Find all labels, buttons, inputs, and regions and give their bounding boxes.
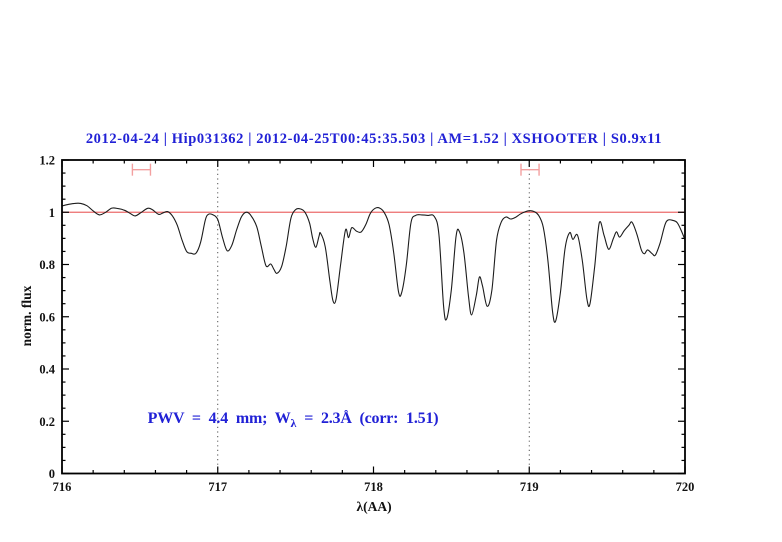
x-axis-label: λ(AA) — [356, 499, 392, 514]
x-tick-label: 717 — [208, 480, 227, 494]
plot-title: 2012-04-24 | Hip031362 | 2012-04-25T00:4… — [85, 131, 663, 147]
x-tick-label: 718 — [364, 480, 383, 494]
pwv-annotation: PWV = 4.4 mm; Wλ = 2.3Å (corr: 1.51) — [147, 410, 439, 431]
y-tick-label: 0.8 — [39, 258, 55, 272]
y-tick-label: 1.2 — [39, 154, 55, 168]
y-axis-label: norm. flux — [19, 285, 34, 347]
spectrum-line — [61, 202, 686, 323]
x-tick-label: 716 — [53, 480, 72, 494]
y-tick-label: 1 — [49, 206, 55, 220]
pwv-annotation-prefix: PWV = 4.4 mm; W — [147, 410, 291, 428]
y-tick-label: 0.2 — [39, 415, 55, 429]
x-tick-label: 719 — [520, 480, 539, 494]
y-tick-label: 0 — [49, 467, 55, 481]
pwv-annotation-suffix: = 2.3Å (corr: 1.51) — [296, 410, 439, 428]
y-tick-label: 0.6 — [39, 310, 55, 324]
pwv-annotation-subscript: λ — [290, 416, 297, 431]
x-tick-label: 720 — [676, 480, 695, 494]
y-tick-label: 0.4 — [39, 363, 55, 377]
